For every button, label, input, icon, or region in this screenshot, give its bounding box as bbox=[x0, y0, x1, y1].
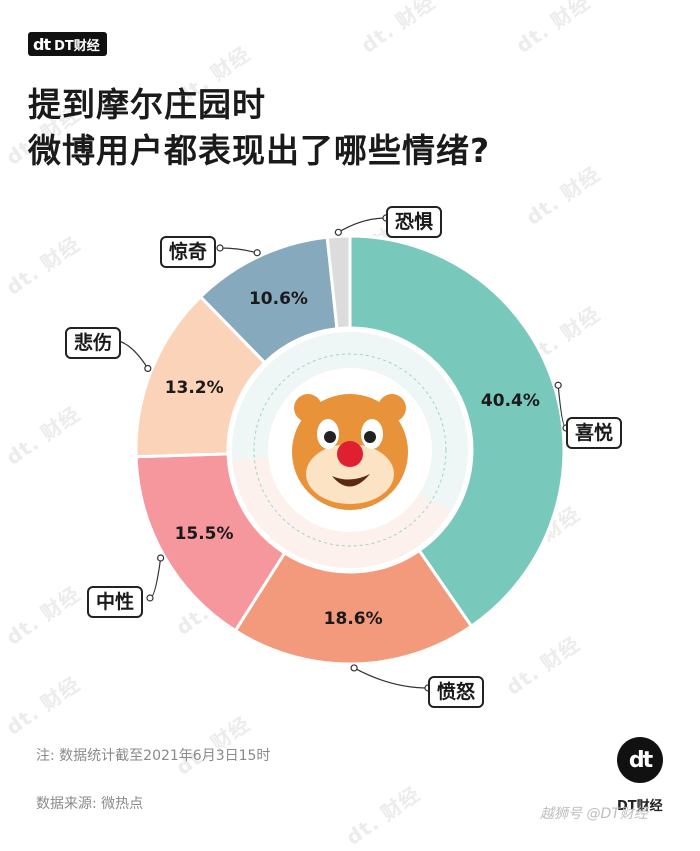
brand-logo-icon: dt bbox=[33, 34, 51, 54]
value-label-2: 15.5% bbox=[175, 524, 234, 544]
category-label-0: 喜悦 bbox=[566, 417, 623, 449]
brand-name: DT财经 bbox=[54, 38, 100, 54]
slice-1 bbox=[233, 548, 474, 666]
leader-line-2 bbox=[149, 557, 162, 599]
category-label-3: 悲伤 bbox=[65, 327, 122, 359]
leader-line-4 bbox=[219, 247, 258, 254]
value-label-0: 40.4% bbox=[481, 391, 540, 411]
title-line-1: 提到摩尔庄园时 bbox=[28, 85, 266, 124]
dt-badge-icon: dt bbox=[617, 737, 663, 783]
leader-dot-2 bbox=[146, 594, 154, 602]
donut-chart: 40.4% 18.6% 15.5% 13.2% 10.6% bbox=[108, 214, 570, 692]
category-label-4: 惊奇 bbox=[160, 236, 217, 268]
corner-brand: DT财经 bbox=[617, 799, 663, 814]
leader-dot-3 bbox=[144, 364, 152, 373]
platform-watermark: 越狮号 @DT财经 bbox=[540, 806, 648, 822]
category-label-1: 愤怒 bbox=[428, 676, 485, 708]
leader-line-1 bbox=[353, 667, 429, 689]
leader-line-5 bbox=[338, 217, 387, 233]
chart-title: 提到摩尔庄园时 微博用户都表现出了哪些情绪? bbox=[28, 82, 490, 174]
leader-dot-0 bbox=[554, 381, 562, 389]
leader-dot-2 bbox=[157, 554, 165, 562]
leader-dot-5 bbox=[334, 228, 342, 236]
chart-center bbox=[232, 332, 468, 569]
slice-5 bbox=[325, 234, 352, 331]
data-note: 注: 数据统计截至2021年6月3日15时 bbox=[36, 748, 271, 764]
value-label-3: 13.2% bbox=[165, 378, 224, 398]
leader-dot-1 bbox=[350, 664, 358, 672]
category-label-5: 恐惧 bbox=[386, 206, 443, 238]
data-source: 数据来源: 微热点 bbox=[36, 796, 144, 812]
leader-dot-4 bbox=[216, 244, 224, 252]
title-line-2: 微博用户都表现出了哪些情绪? bbox=[28, 131, 491, 170]
mole-mascot-icon bbox=[292, 394, 408, 510]
value-label-1: 18.6% bbox=[324, 609, 383, 629]
category-label-2: 中性 bbox=[87, 586, 144, 618]
slice-2 bbox=[134, 452, 287, 633]
leader-dot-4 bbox=[253, 249, 261, 257]
slice-0 bbox=[348, 234, 566, 629]
value-label-4: 10.6% bbox=[249, 289, 308, 309]
brand-tag: dt DT财经 bbox=[28, 32, 107, 56]
